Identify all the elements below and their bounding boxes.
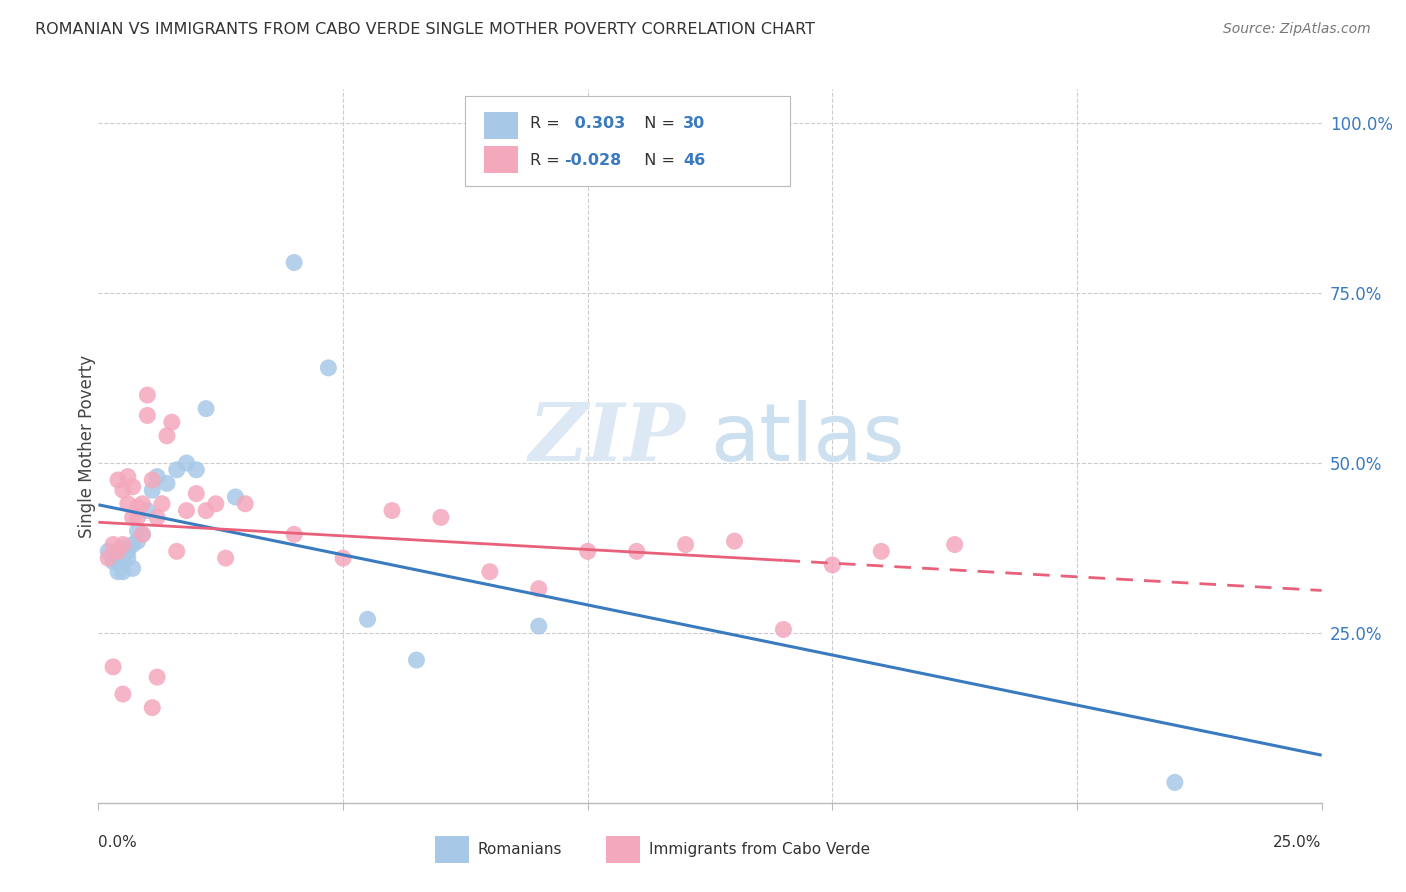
- Point: [107, 548, 129, 562]
- Point: [127, 524, 149, 538]
- Point: [283, 255, 305, 269]
- Point: [117, 497, 139, 511]
- Point: [166, 463, 188, 477]
- Point: [576, 544, 599, 558]
- Point: [111, 541, 134, 555]
- Point: [478, 565, 501, 579]
- Point: [318, 360, 340, 375]
- Text: Source: ZipAtlas.com: Source: ZipAtlas.com: [1223, 22, 1371, 37]
- Point: [121, 510, 143, 524]
- Text: ZIP: ZIP: [529, 401, 686, 477]
- Text: 0.303: 0.303: [569, 116, 626, 131]
- Point: [283, 527, 305, 541]
- Point: [214, 551, 236, 566]
- Point: [101, 555, 124, 569]
- Point: [111, 555, 134, 569]
- Point: [195, 503, 218, 517]
- Point: [117, 544, 139, 558]
- Point: [1164, 775, 1187, 789]
- FancyBboxPatch shape: [465, 96, 790, 186]
- Point: [101, 537, 124, 551]
- Point: [160, 415, 183, 429]
- Point: [176, 503, 198, 517]
- Point: [723, 534, 745, 549]
- Text: 0.0%: 0.0%: [98, 835, 138, 850]
- FancyBboxPatch shape: [606, 837, 640, 863]
- Point: [111, 687, 134, 701]
- Point: [195, 401, 218, 416]
- Point: [675, 537, 697, 551]
- Point: [111, 565, 134, 579]
- Point: [356, 612, 378, 626]
- Point: [131, 527, 153, 541]
- Point: [131, 527, 153, 541]
- Point: [111, 537, 134, 551]
- Point: [186, 463, 208, 477]
- Text: N =: N =: [634, 153, 681, 168]
- Y-axis label: Single Mother Poverty: Single Mother Poverty: [79, 354, 96, 538]
- Point: [381, 503, 404, 517]
- Point: [107, 473, 129, 487]
- Point: [136, 388, 159, 402]
- Point: [111, 483, 134, 498]
- Point: [131, 497, 153, 511]
- Point: [186, 486, 208, 500]
- Point: [146, 510, 169, 524]
- Point: [97, 551, 120, 566]
- Text: N =: N =: [634, 116, 681, 131]
- Point: [97, 544, 120, 558]
- Point: [141, 473, 163, 487]
- Point: [127, 510, 149, 524]
- Point: [150, 497, 173, 511]
- Point: [332, 551, 354, 566]
- Point: [224, 490, 246, 504]
- Text: -0.028: -0.028: [564, 153, 621, 168]
- Text: Romanians: Romanians: [478, 842, 562, 857]
- Point: [156, 476, 179, 491]
- Point: [146, 670, 169, 684]
- Point: [166, 544, 188, 558]
- Point: [527, 619, 550, 633]
- Point: [405, 653, 427, 667]
- Point: [772, 623, 794, 637]
- Point: [821, 558, 844, 572]
- Point: [117, 469, 139, 483]
- Point: [430, 510, 453, 524]
- Point: [107, 544, 129, 558]
- Text: R =: R =: [530, 153, 565, 168]
- Point: [146, 469, 169, 483]
- Text: atlas: atlas: [710, 400, 904, 478]
- Point: [870, 544, 893, 558]
- Point: [121, 537, 143, 551]
- Text: 46: 46: [683, 153, 706, 168]
- Text: R =: R =: [530, 116, 565, 131]
- Text: Immigrants from Cabo Verde: Immigrants from Cabo Verde: [650, 842, 870, 857]
- Point: [626, 544, 648, 558]
- Point: [141, 700, 163, 714]
- Point: [141, 483, 163, 498]
- Point: [156, 429, 179, 443]
- Point: [136, 503, 159, 517]
- FancyBboxPatch shape: [484, 112, 517, 139]
- Point: [176, 456, 198, 470]
- Point: [527, 582, 550, 596]
- Point: [136, 409, 159, 423]
- Point: [205, 497, 228, 511]
- Point: [127, 534, 149, 549]
- FancyBboxPatch shape: [434, 837, 470, 863]
- FancyBboxPatch shape: [484, 146, 517, 173]
- Point: [101, 551, 124, 566]
- Point: [943, 537, 966, 551]
- Text: 30: 30: [683, 116, 706, 131]
- Text: ROMANIAN VS IMMIGRANTS FROM CABO VERDE SINGLE MOTHER POVERTY CORRELATION CHART: ROMANIAN VS IMMIGRANTS FROM CABO VERDE S…: [35, 22, 815, 37]
- Point: [117, 551, 139, 566]
- Point: [121, 561, 143, 575]
- Text: 25.0%: 25.0%: [1274, 835, 1322, 850]
- Point: [127, 500, 149, 515]
- Point: [233, 497, 256, 511]
- Point: [121, 480, 143, 494]
- Point: [107, 565, 129, 579]
- Point: [101, 660, 124, 674]
